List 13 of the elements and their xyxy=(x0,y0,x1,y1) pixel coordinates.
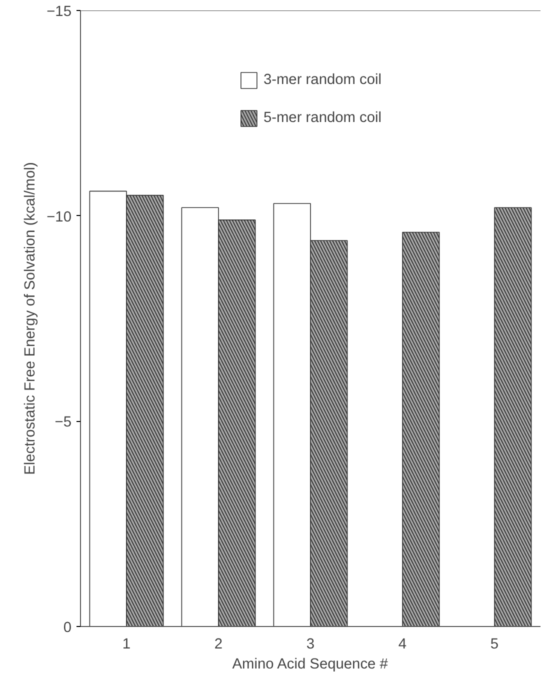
y-tick-label: −10 xyxy=(46,209,72,226)
y-tick-label: 0 xyxy=(63,620,72,636)
x-axis-title: Amino Acid Sequence # xyxy=(232,656,389,672)
legend-label: 3-mer random coil xyxy=(263,72,382,88)
y-tick-label: −15 xyxy=(46,4,72,20)
legend-label: 5-mer random coil xyxy=(263,110,382,126)
x-tick-label: 3 xyxy=(306,636,315,652)
x-tick-label: 4 xyxy=(398,636,407,652)
y-tick-label: −5 xyxy=(54,414,72,431)
y-axis-title: Electrostatic Free Energy of Solvation (kcal/mol) xyxy=(22,162,39,475)
x-tick-label: 2 xyxy=(214,636,223,652)
x-tick-label: 5 xyxy=(490,636,499,652)
x-tick-label: 1 xyxy=(122,636,131,652)
